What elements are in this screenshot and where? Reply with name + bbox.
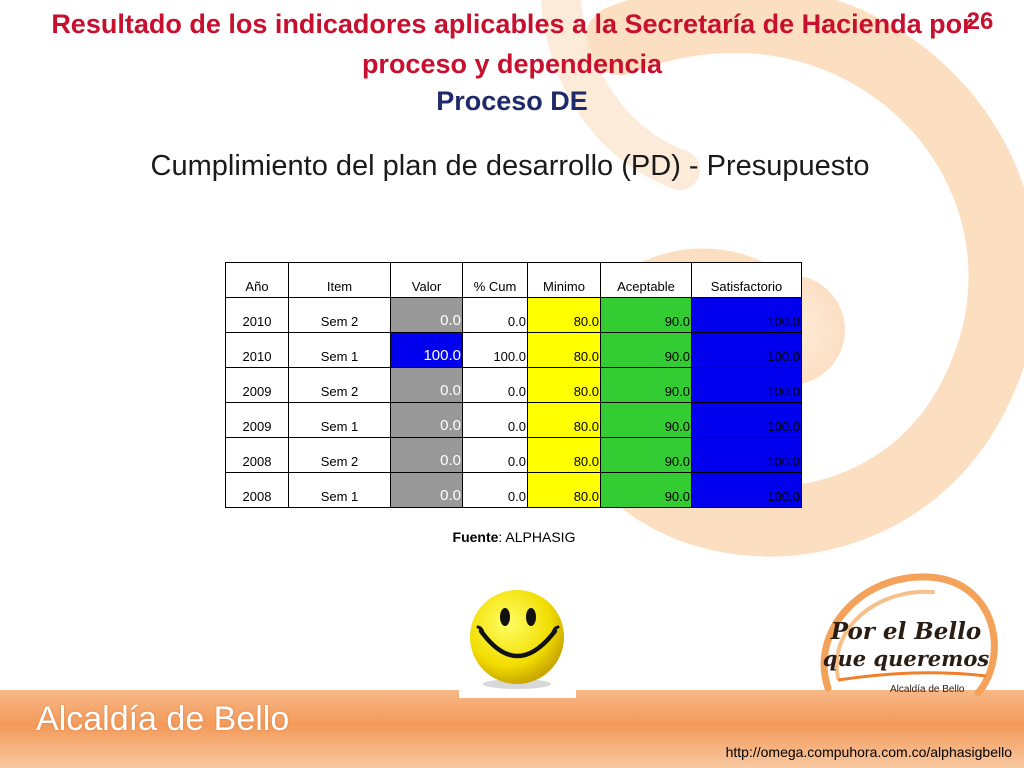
table-row: 2009 Sem 2 0.0 0.0 80.0 90.0 100.0 [225, 367, 802, 403]
cell-minimo: 80.0 [527, 332, 601, 368]
cell-valor: 100.0 [390, 332, 463, 368]
cell-cum: 0.0 [462, 297, 528, 333]
smiley-face-icon [470, 590, 564, 689]
footer-url: http://omega.compuhora.com.co/alphasigbe… [725, 744, 1012, 760]
cell-item: Sem 1 [288, 332, 391, 368]
slide-subtitle: Cumplimiento del plan de desarrollo (PD)… [150, 150, 870, 182]
cell-valor: 0.0 [390, 367, 463, 403]
cell-cum: 0.0 [462, 367, 528, 403]
cell-minimo: 80.0 [527, 472, 601, 508]
source-note: Fuente: ALPHASIG [0, 529, 1024, 545]
table-row: 2008 Sem 1 0.0 0.0 80.0 90.0 100.0 [225, 472, 802, 508]
table-row: 2010 Sem 2 0.0 0.0 80.0 90.0 100.0 [225, 297, 802, 333]
cell-cum: 0.0 [462, 402, 528, 438]
header-aceptable: Aceptable [600, 262, 692, 298]
header-item: Item [288, 262, 391, 298]
cell-minimo: 80.0 [527, 402, 601, 438]
cell-minimo: 80.0 [527, 437, 601, 473]
cell-aceptable: 90.0 [600, 332, 692, 368]
slogan-line1: Por el Bello [830, 618, 982, 645]
cell-satisfactorio: 100.0 [691, 472, 802, 508]
cell-item: Sem 2 [288, 437, 391, 473]
cell-ano: 2008 [225, 437, 289, 473]
cell-cum: 0.0 [462, 437, 528, 473]
cell-aceptable: 90.0 [600, 402, 692, 438]
cell-minimo: 80.0 [527, 367, 601, 403]
cell-ano: 2010 [225, 297, 289, 333]
source-value: : ALPHASIG [498, 529, 576, 545]
footer-logo: Alcaldía de Bello [36, 700, 290, 738]
cell-valor: 0.0 [390, 402, 463, 438]
cell-cum: 0.0 [462, 472, 528, 508]
cell-satisfactorio: 100.0 [691, 367, 802, 403]
swirl-badge-icon [820, 573, 998, 697]
footer-band [0, 690, 1024, 768]
cell-satisfactorio: 100.0 [691, 297, 802, 333]
header-ano: Año [225, 262, 289, 298]
cell-valor: 0.0 [390, 297, 463, 333]
cell-aceptable: 90.0 [600, 472, 692, 508]
cell-item: Sem 1 [288, 402, 391, 438]
cell-aceptable: 90.0 [600, 437, 692, 473]
header-minimo: Minimo [527, 262, 601, 298]
header-cum: % Cum [462, 262, 528, 298]
cell-cum: 100.0 [462, 332, 528, 368]
indicator-table: Año Item Valor % Cum Minimo Aceptable Sa… [225, 262, 802, 508]
cell-satisfactorio: 100.0 [691, 437, 802, 473]
cell-satisfactorio: 100.0 [691, 332, 802, 368]
cell-item: Sem 2 [288, 297, 391, 333]
table-row: 2010 Sem 1 100.0 100.0 80.0 90.0 100.0 [225, 332, 802, 368]
slide-title: Resultado de los indicadores aplicables … [51, 9, 973, 79]
cell-ano: 2009 [225, 402, 289, 438]
cell-ano: 2010 [225, 332, 289, 368]
slogan-badge: Por el Bello que queremos Alcaldía de Be… [808, 568, 1004, 718]
table-row: 2008 Sem 2 0.0 0.0 80.0 90.0 100.0 [225, 437, 802, 473]
cell-aceptable: 90.0 [600, 367, 692, 403]
cell-valor: 0.0 [390, 472, 463, 508]
slogan-line2: que queremos [822, 646, 990, 671]
cell-ano: 2009 [225, 367, 289, 403]
table-header-row: Año Item Valor % Cum Minimo Aceptable Sa… [225, 262, 802, 298]
cell-valor: 0.0 [390, 437, 463, 473]
cell-aceptable: 90.0 [600, 297, 692, 333]
cell-item: Sem 1 [288, 472, 391, 508]
slide-number: 26 [966, 8, 994, 35]
source-label: Fuente [452, 529, 499, 545]
cell-item: Sem 2 [288, 367, 391, 403]
header-valor: Valor [390, 262, 463, 298]
process-title: Proceso DE [436, 86, 588, 116]
table-row: 2009 Sem 1 0.0 0.0 80.0 90.0 100.0 [225, 402, 802, 438]
cell-satisfactorio: 100.0 [691, 402, 802, 438]
cell-ano: 2008 [225, 472, 289, 508]
cell-minimo: 80.0 [527, 297, 601, 333]
slogan-sub: Alcaldía de Bello [890, 684, 965, 695]
smiley-image [459, 581, 576, 698]
header-satisfactorio: Satisfactorio [691, 262, 802, 298]
